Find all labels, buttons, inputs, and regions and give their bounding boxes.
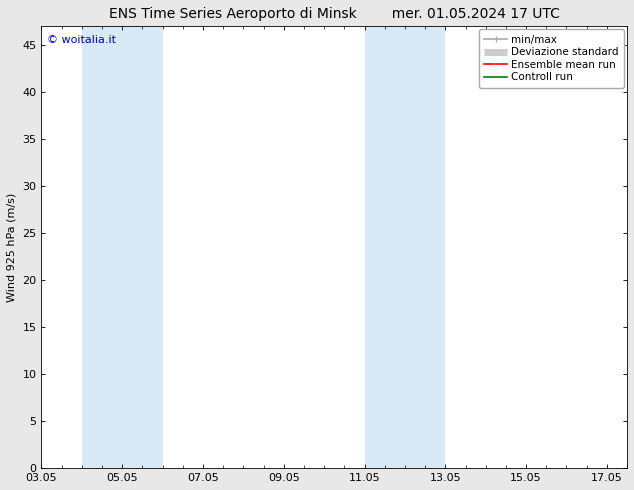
Text: © woitalia.it: © woitalia.it [48,35,117,45]
Bar [82,26,163,468]
Bar [405,26,445,468]
Y-axis label: Wind 925 hPa (m/s): Wind 925 hPa (m/s) [7,193,17,302]
Legend: min/max, Deviazione standard, Ensemble mean run, Controll run: min/max, Deviazione standard, Ensemble m… [479,29,624,88]
Bar [365,26,405,468]
Title: ENS Time Series Aeroporto di Minsk        mer. 01.05.2024 17 UTC: ENS Time Series Aeroporto di Minsk mer. … [109,7,560,21]
